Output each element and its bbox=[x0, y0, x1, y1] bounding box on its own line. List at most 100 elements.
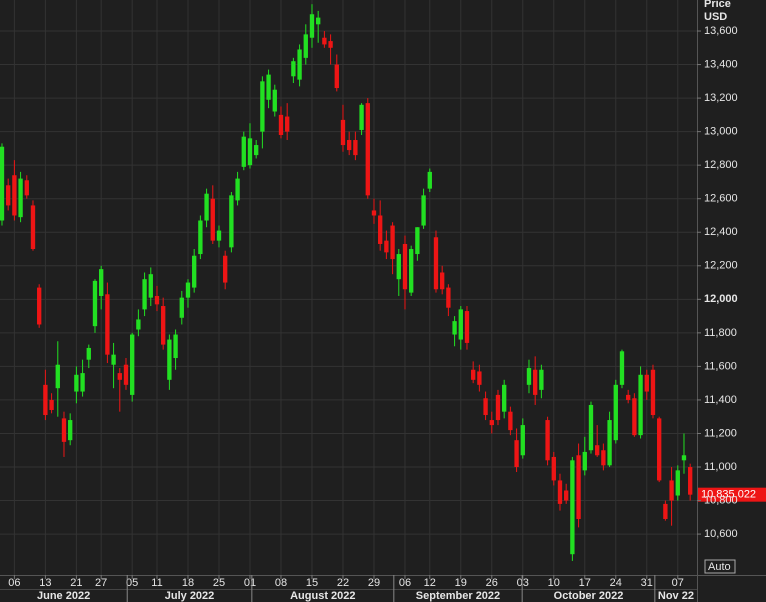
candle-body bbox=[508, 411, 513, 431]
candle-body bbox=[198, 220, 203, 255]
candle-body bbox=[6, 185, 11, 206]
month-label: August 2022 bbox=[290, 590, 355, 602]
candle-body bbox=[663, 503, 668, 519]
candle-body bbox=[291, 61, 296, 77]
candle-body bbox=[409, 249, 414, 293]
x-tick-label: 31 bbox=[641, 577, 653, 589]
x-tick-label: 11 bbox=[151, 577, 162, 589]
candle-body bbox=[235, 178, 240, 201]
candle-body bbox=[514, 440, 519, 468]
month-label: Nov 22 bbox=[658, 590, 694, 602]
candle-body bbox=[582, 451, 587, 471]
candle-body bbox=[477, 371, 482, 385]
y-tick-label: 12,000 bbox=[704, 293, 738, 305]
candle-body bbox=[80, 373, 85, 392]
candle-body bbox=[638, 374, 643, 436]
candle-body bbox=[464, 311, 470, 343]
candle-body bbox=[595, 445, 600, 456]
candle-body bbox=[173, 334, 178, 359]
candle-body bbox=[49, 399, 54, 410]
candle-body bbox=[86, 347, 91, 360]
candle-body bbox=[483, 398, 488, 416]
candle-body bbox=[309, 14, 315, 38]
candle-body bbox=[123, 364, 129, 385]
candle-body bbox=[539, 369, 544, 390]
y-tick-label: 11,400 bbox=[704, 394, 737, 406]
candle-body bbox=[471, 369, 476, 380]
candle-body bbox=[254, 145, 259, 156]
candle-body bbox=[303, 34, 308, 58]
candle-body bbox=[105, 294, 110, 355]
candle-body bbox=[154, 295, 160, 305]
y-tick-label: 13,200 bbox=[704, 92, 738, 104]
auto-button[interactable] bbox=[704, 559, 736, 574]
candle-body bbox=[359, 104, 364, 130]
candle-body bbox=[148, 274, 153, 298]
candle-body bbox=[247, 138, 253, 166]
candle-body bbox=[353, 140, 358, 156]
candle-body bbox=[0, 146, 5, 221]
candle-body bbox=[18, 178, 23, 218]
auto-button-label[interactable]: Auto bbox=[708, 561, 731, 573]
candle-body bbox=[322, 37, 327, 45]
x-tick-label: 07 bbox=[672, 577, 684, 589]
candle-body bbox=[117, 373, 122, 380]
month-label: June 2022 bbox=[37, 590, 90, 602]
candle-body bbox=[545, 420, 550, 461]
candle-body bbox=[626, 394, 631, 400]
month-label: July 2022 bbox=[165, 590, 215, 602]
candle-body bbox=[421, 195, 426, 226]
x-tick-label: 10 bbox=[548, 577, 560, 589]
last-price-label: 10,835.022 bbox=[701, 489, 756, 501]
candle-body bbox=[415, 227, 420, 255]
candle-body bbox=[452, 321, 457, 335]
month-label: October 2022 bbox=[554, 590, 624, 602]
x-tick-label: 29 bbox=[368, 577, 380, 589]
candle-body bbox=[433, 237, 439, 290]
candle-body bbox=[557, 480, 563, 504]
candle-body bbox=[533, 369, 538, 395]
candle-body bbox=[297, 49, 302, 80]
candle-body bbox=[675, 470, 680, 496]
candle-body bbox=[688, 467, 693, 495]
candle-body bbox=[619, 351, 625, 385]
x-tick-label: 22 bbox=[337, 577, 349, 589]
candle-body bbox=[502, 384, 507, 412]
x-tick-label: 18 bbox=[182, 577, 194, 589]
y-tick-label: 11,600 bbox=[704, 360, 737, 372]
candle-body bbox=[179, 297, 184, 318]
x-tick-label: 05 bbox=[126, 577, 138, 589]
candle-body bbox=[241, 136, 246, 167]
candle-body bbox=[588, 404, 594, 451]
x-tick-label: 17 bbox=[579, 577, 591, 589]
candle-body bbox=[601, 450, 606, 466]
candle-body bbox=[167, 339, 172, 380]
candle-body bbox=[37, 287, 42, 325]
candle-body bbox=[266, 74, 271, 100]
candle-body bbox=[192, 255, 197, 288]
candle-body bbox=[74, 374, 79, 392]
candle-body bbox=[30, 205, 36, 250]
candle-body bbox=[130, 334, 135, 395]
x-tick-label: 12 bbox=[424, 577, 436, 589]
candle-body bbox=[564, 490, 569, 501]
candle-body bbox=[12, 175, 17, 216]
candle-body bbox=[24, 180, 29, 196]
candle-body bbox=[161, 306, 166, 345]
candle-body bbox=[328, 41, 333, 48]
y-tick-label: 10,800 bbox=[704, 494, 738, 506]
candle-body bbox=[650, 369, 656, 416]
x-tick-label: 26 bbox=[486, 577, 498, 589]
x-tick-label: 06 bbox=[399, 577, 411, 589]
candle-body bbox=[495, 394, 501, 421]
x-tick-label: 19 bbox=[455, 577, 467, 589]
candle-body bbox=[142, 279, 147, 310]
candle-body bbox=[216, 230, 222, 241]
x-tick-label: 15 bbox=[306, 577, 318, 589]
candle-body bbox=[68, 420, 73, 441]
y-tick-label: 12,400 bbox=[704, 226, 738, 238]
y-tick-label: 13,400 bbox=[704, 58, 738, 70]
candle-body bbox=[384, 240, 389, 253]
